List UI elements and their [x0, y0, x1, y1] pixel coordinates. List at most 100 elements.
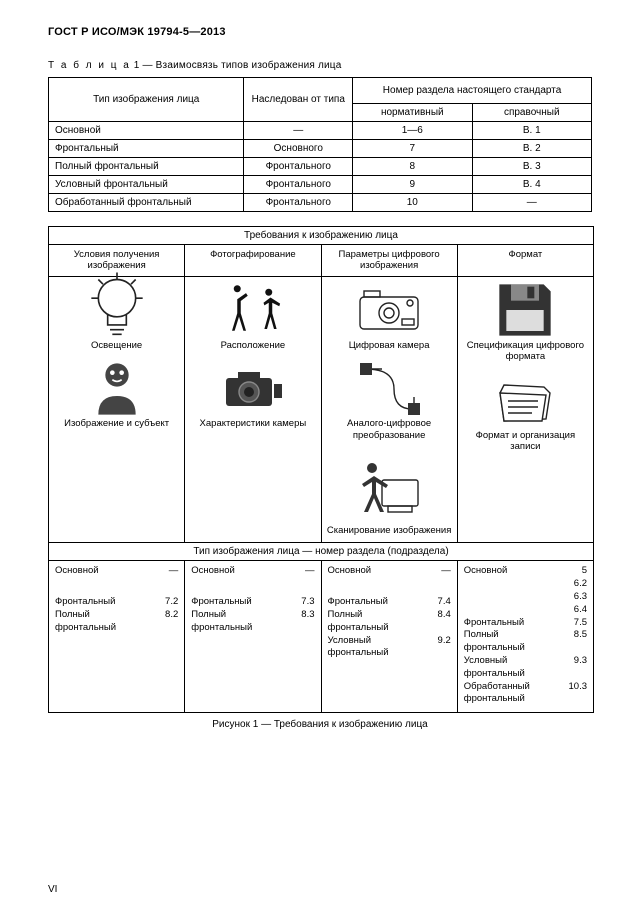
data-num: 7.4: [423, 596, 451, 609]
icon-label: Цифровая камера: [349, 340, 430, 351]
th-normative: нормативный: [353, 104, 472, 122]
data-row: Основной—: [328, 565, 451, 578]
cell-inherit: Фронтального: [244, 194, 353, 212]
data-row: Фронтальный7.4: [328, 596, 451, 609]
data-column: Основной— Фронтальный7.4Полный фронтальны…: [322, 561, 458, 712]
folder-document-icon: [490, 373, 560, 428]
table-1: Тип изображения лица Наследован от типа …: [48, 77, 592, 212]
cell-inherit: Фронтального: [244, 158, 353, 176]
data-name: Полный фронтальный: [191, 609, 286, 635]
data-row: Полный фронтальный8.5: [464, 629, 587, 655]
data-name: Основной: [55, 565, 150, 578]
table-row: ФронтальныйОсновного7В. 2: [49, 140, 592, 158]
table-row: Условный фронтальныйФронтального9В. 4: [49, 176, 592, 194]
table-row: Обработанный фронтальныйФронтального10—: [49, 194, 592, 212]
figure-top-title: Требования к изображению лица: [49, 227, 593, 245]
figure-1: Требования к изображению лица Условия по…: [48, 226, 594, 713]
cell-inherit: Фронтального: [244, 176, 353, 194]
data-num: 6.4: [559, 604, 587, 617]
figure-column: Спецификация цифрового форматаФормат и о…: [458, 277, 593, 543]
data-name: Условный фронтальный: [464, 655, 559, 681]
data-row: Условный фронтальный9.2: [328, 635, 451, 661]
digital-camera-icon: [354, 283, 424, 338]
th-type: Тип изображения лица: [49, 78, 244, 122]
icon-block: Изображение и субъект: [64, 361, 169, 429]
data-num: 7.2: [150, 596, 178, 609]
data-row: 6.3: [464, 591, 587, 604]
data-row: Фронтальный7.3: [191, 596, 314, 609]
figure-col-header: Формат: [458, 245, 593, 276]
figure-column: РасположениеХарактеристики камеры: [185, 277, 321, 543]
cell-type: Условный фронтальный: [49, 176, 244, 194]
data-column: Основной— Фронтальный7.3Полный фронтальны…: [185, 561, 321, 712]
cell-reference: В. 3: [472, 158, 591, 176]
data-num: 6.3: [559, 591, 587, 604]
table-row: Полный фронтальныйФронтального8В. 3: [49, 158, 592, 176]
figure-col-header: Параметры цифрового изображения: [322, 245, 458, 276]
figure-body: ОсвещениеИзображение и субъектРасположен…: [49, 277, 593, 544]
data-row: Основной5: [464, 565, 587, 578]
icon-label: Освещение: [91, 340, 142, 351]
data-num: 7.5: [559, 617, 587, 630]
data-row: 6.4: [464, 604, 587, 617]
icon-block: Цифровая камера: [349, 283, 430, 351]
data-row: Основной—: [55, 565, 178, 578]
data-num: 9.3: [559, 655, 587, 681]
data-row: Полный фронтальный8.3: [191, 609, 314, 635]
icon-block: Освещение: [82, 283, 152, 351]
data-num: 5: [559, 565, 587, 578]
icon-label: Аналого-цифровое преобразование: [324, 418, 455, 441]
icon-label: Спецификация цифрового формата: [460, 340, 591, 363]
data-num: 8.4: [423, 609, 451, 635]
data-num: —: [287, 565, 315, 578]
cell-type: Обработанный фронтальный: [49, 194, 244, 212]
table-1-caption: Т а б л и ц а 1 — Взаимосвязь типов изоб…: [48, 60, 592, 71]
table-caption-rest: 1 — Взаимосвязь типов изображения лица: [131, 60, 342, 71]
floppy-disk-icon: [490, 283, 560, 338]
data-name: Полный фронтальный: [464, 629, 559, 655]
data-num: 8.2: [150, 609, 178, 635]
table-row: Основной—1—6В. 1: [49, 122, 592, 140]
data-column: Основной— Фронтальный7.2Полный фронтальны…: [49, 561, 185, 712]
icon-block: Сканирование изображения: [327, 451, 452, 536]
figure-mid-title: Тип изображения лица — номер раздела (по…: [49, 543, 593, 561]
data-name: Фронтальный: [191, 596, 286, 609]
cell-normative: 10: [353, 194, 472, 212]
data-num: 9.2: [423, 635, 451, 661]
data-num: —: [423, 565, 451, 578]
cell-reference: В. 2: [472, 140, 591, 158]
figure-column: Освещение Изображение и субъект: [49, 277, 185, 543]
icon-block: Расположение: [218, 283, 288, 351]
cell-reference: В. 4: [472, 176, 591, 194]
th-reference: справочный: [472, 104, 591, 122]
data-num: 10.3: [559, 681, 587, 707]
icon-block: Аналого-цифровое преобразование: [324, 361, 455, 441]
person-subject-icon: [82, 361, 152, 416]
th-inherit: Наследован от типа: [244, 78, 353, 122]
cell-normative: 8: [353, 158, 472, 176]
data-row: Обработанный фронтальный10.3: [464, 681, 587, 707]
data-name: [464, 578, 559, 591]
adc-converter-icon: [354, 361, 424, 416]
figure-data-grid: Основной—Фронтальный7.2Полный фронтальны…: [49, 561, 593, 712]
cell-normative: 1—6: [353, 122, 472, 140]
data-column: Основной56.26.36.4Фронтальный7.5Полный ф…: [458, 561, 593, 712]
data-row: Полный фронтальный8.4: [328, 609, 451, 635]
figure-caption: Рисунок 1 — Требования к изображению лиц…: [48, 719, 592, 730]
data-name: Основной: [464, 565, 559, 578]
data-num: 7.3: [287, 596, 315, 609]
cell-inherit: —: [244, 122, 353, 140]
cell-normative: 9: [353, 176, 472, 194]
data-num: —: [150, 565, 178, 578]
data-row: Полный фронтальный8.2: [55, 609, 178, 635]
cell-inherit: Основного: [244, 140, 353, 158]
figure-column: Цифровая камера Аналого-цифровое преобраз…: [322, 277, 458, 543]
th-section-top: Номер раздела настоящего стандарта: [353, 78, 592, 104]
data-name: Полный фронтальный: [328, 609, 423, 635]
data-row: Фронтальный7.2: [55, 596, 178, 609]
positioning-icon: [218, 283, 288, 338]
data-row: Основной—: [191, 565, 314, 578]
icon-block: Спецификация цифрового формата: [460, 283, 591, 363]
data-row: 6.2: [464, 578, 587, 591]
camera-characteristics-icon: [218, 361, 288, 416]
